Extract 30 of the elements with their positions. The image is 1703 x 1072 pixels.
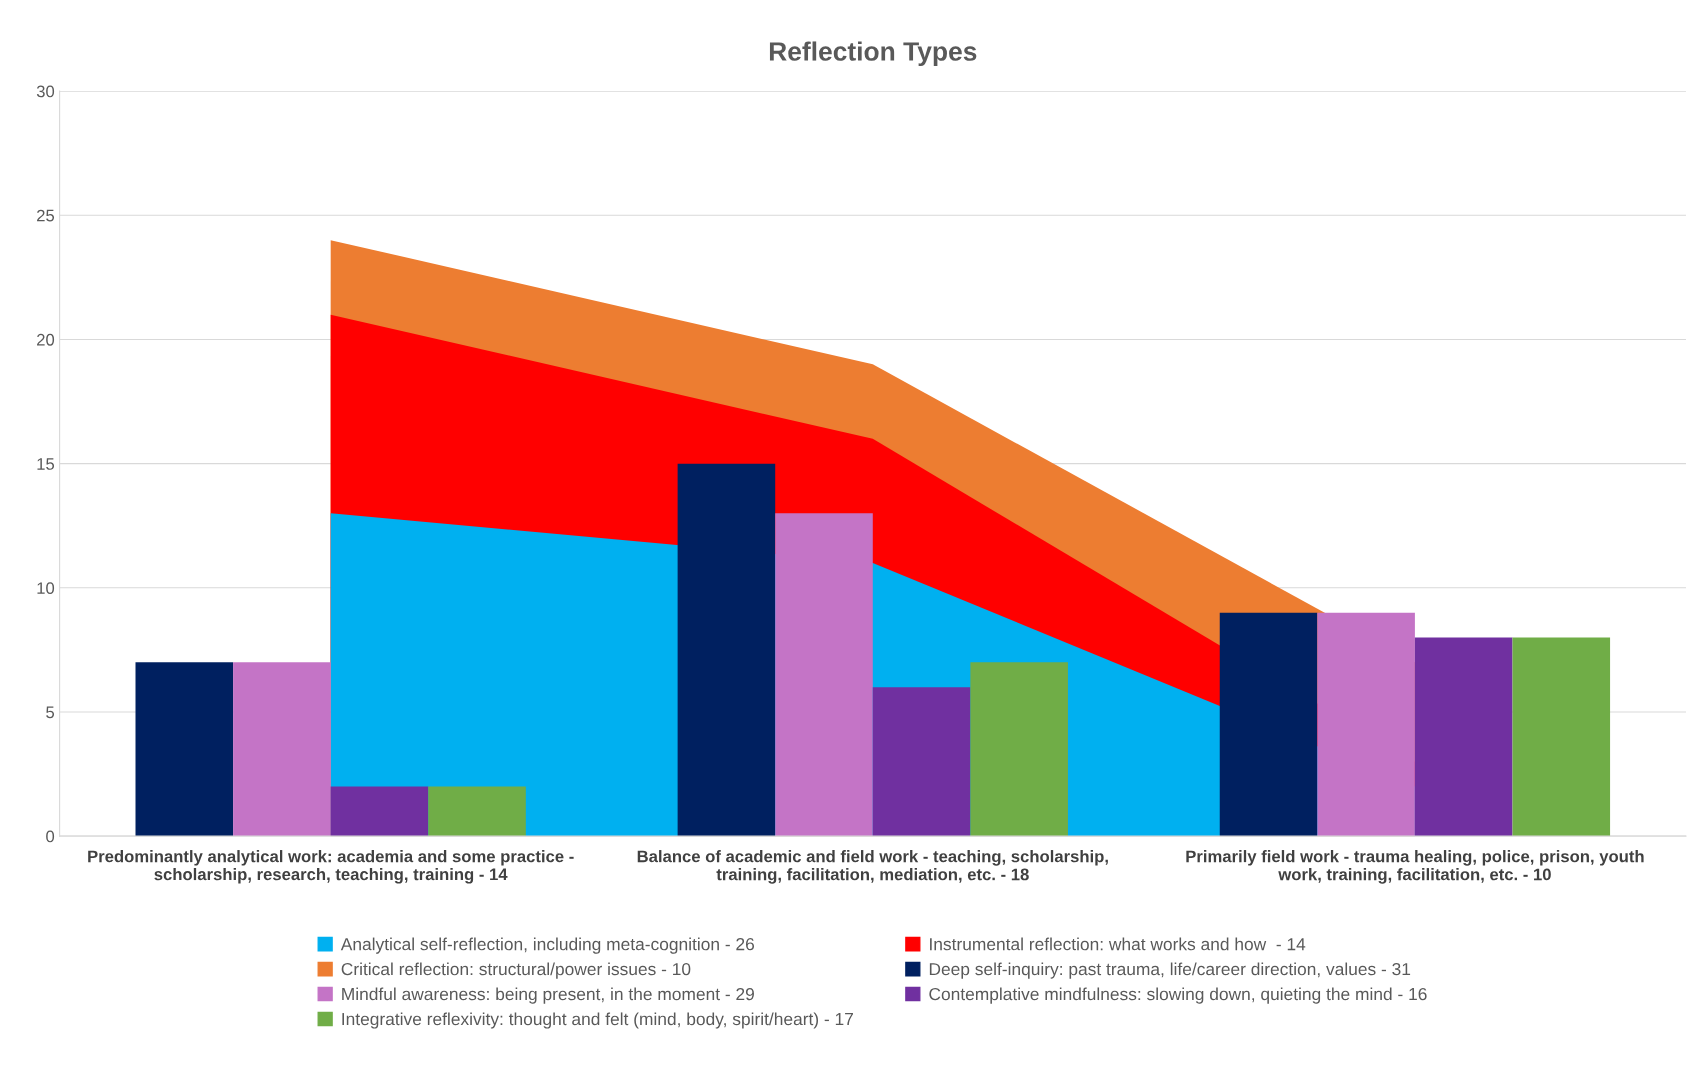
- bar: [135, 662, 234, 837]
- legend-label: Deep self-inquiry: past trauma, life/career direction, values - 31: [929, 962, 1411, 979]
- y-tick-label: 5: [46, 706, 55, 719]
- bar: [970, 662, 1068, 837]
- legend-label: Integrative reflexivity: thought and felt (mind, body, spirit/heart) - 17: [342, 1012, 853, 1029]
- chart-title: Reflection Types: [769, 41, 977, 67]
- legend-label: Analytical self-reflection, including meta-cognition - 26: [340, 937, 755, 954]
- y-tick-label: 30: [36, 85, 55, 98]
- bar: [233, 662, 331, 837]
- y-tick-label: 0: [46, 830, 55, 843]
- bar: [1219, 612, 1318, 837]
- legend-label: Critical reflection: structural/power issues - 10: [341, 962, 691, 979]
- bar: [872, 687, 971, 837]
- bar: [1512, 637, 1611, 837]
- x-tick-label: Balance of academic and field work - teaching, scholarship, training, facilitation, mediation, etc. - 18: [637, 850, 1108, 884]
- legend-label: Mindful awareness: being present, in the moment - 29: [342, 987, 754, 1004]
- bar: [428, 786, 526, 837]
- x-tick-label: Predominantly analytical work: academia and some practice - scholarship, research, teaching, training - 14: [88, 850, 574, 884]
- bar: [775, 513, 873, 837]
- y-tick-label: 15: [37, 458, 55, 470]
- bar: [1414, 637, 1513, 837]
- y-tick-label: 20: [37, 333, 55, 346]
- bar: [330, 786, 429, 837]
- x-tick-label: Primarily field work - trauma healing, police, prison, youth work, training, facilitation, etc. - 10: [1186, 850, 1644, 884]
- y-tick-label: 10: [37, 582, 55, 595]
- legend-label: Instrumental reflection: what works and how - 14: [930, 937, 1306, 951]
- legend-label: Contemplative mindfulness: slowing down, quieting the mind - 16: [929, 987, 1427, 1004]
- y-tick-label: 25: [37, 209, 55, 222]
- bar: [1317, 612, 1415, 837]
- bar: [677, 463, 776, 837]
